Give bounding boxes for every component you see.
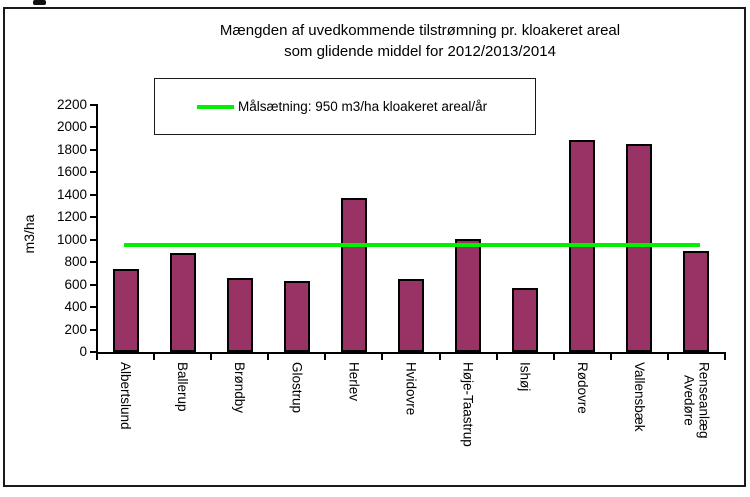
y-tick: [90, 148, 96, 151]
chart-title-line1: Mængden af uvedkommende tilstrømning pr.…: [219, 22, 621, 39]
x-tick: [609, 354, 612, 360]
y-tick-label: 2200: [56, 97, 87, 112]
y-tick: [90, 104, 96, 106]
x-tick: [267, 354, 270, 360]
x-tick: [324, 354, 327, 360]
bar-10: [683, 250, 710, 352]
y-tick: [90, 306, 96, 309]
x-label-6: Høje-Taastrup: [460, 362, 476, 447]
x-tick: [438, 354, 441, 360]
bar-9: [626, 144, 653, 352]
x-tick: [552, 354, 555, 360]
x-label-4: Herlev: [346, 362, 362, 402]
y-tick-label: 1800: [56, 141, 87, 157]
chart-title-line2: som glidende middel for 2012/2013/2014: [284, 43, 556, 60]
y-tick-label: 1400: [56, 186, 87, 202]
bar-3: [283, 281, 310, 352]
x-label-5: Hvidovre: [403, 362, 419, 416]
bar-7: [512, 288, 539, 352]
y-tick-label: 1600: [56, 164, 87, 180]
y-axis-line: [96, 104, 98, 354]
y-tick-label: 1000: [56, 231, 87, 247]
x-tick: [381, 354, 384, 360]
x-label-9: Vallensbæk: [631, 362, 647, 432]
x-label-2: Brøndby: [232, 362, 248, 414]
y-tick: [90, 216, 96, 219]
y-tick: [90, 261, 96, 264]
x-tick: [666, 354, 669, 360]
x-label-7: Ishøj: [517, 362, 533, 392]
chart-title: Mængden af uvedkommende tilstrømning pr.…: [90, 20, 750, 62]
y-tick-label: 0: [79, 344, 87, 359]
x-label-0: Albertslund: [118, 362, 134, 430]
target-line: [123, 243, 701, 248]
x-label-1: Ballerup: [175, 362, 191, 412]
y-tick-label: 400: [64, 299, 87, 315]
y-tick: [90, 126, 96, 129]
y-tick: [90, 351, 96, 353]
y-tick: [90, 238, 96, 241]
x-tick: [210, 354, 213, 360]
bar-0: [112, 268, 139, 352]
y-tick-label: 600: [64, 276, 87, 292]
y-tick: [90, 328, 96, 331]
y-tick: [90, 171, 96, 174]
x-tick: [153, 354, 156, 360]
y-tick: [90, 193, 96, 196]
legend-line-swatch: [197, 104, 234, 109]
y-tick: [90, 283, 96, 286]
x-label-10: Renseanlæg Avedøre: [681, 362, 712, 439]
y-tick-label: 800: [64, 254, 87, 270]
x-tick: [96, 354, 98, 360]
x-label-3: Glostrup: [289, 362, 305, 414]
x-axis-line: [96, 352, 726, 354]
y-tick-label: 1200: [56, 209, 87, 225]
cropped-text-artifact: [33, 0, 46, 5]
legend-label: Målsætning: 950 m3/ha kloakeret areal/år: [238, 98, 488, 114]
y-tick-label: 2000: [56, 119, 87, 135]
bar-4: [340, 198, 367, 352]
x-label-8: Rødovre: [574, 362, 590, 414]
bar-1: [169, 253, 196, 352]
bar-5: [398, 279, 424, 352]
bar-6: [455, 238, 482, 352]
bar-2: [226, 277, 253, 352]
x-tick: [724, 354, 726, 360]
x-tick: [495, 354, 498, 360]
y-tick-label: 200: [64, 321, 87, 337]
legend-box: Målsætning: 950 m3/ha kloakeret areal/år: [154, 78, 536, 135]
